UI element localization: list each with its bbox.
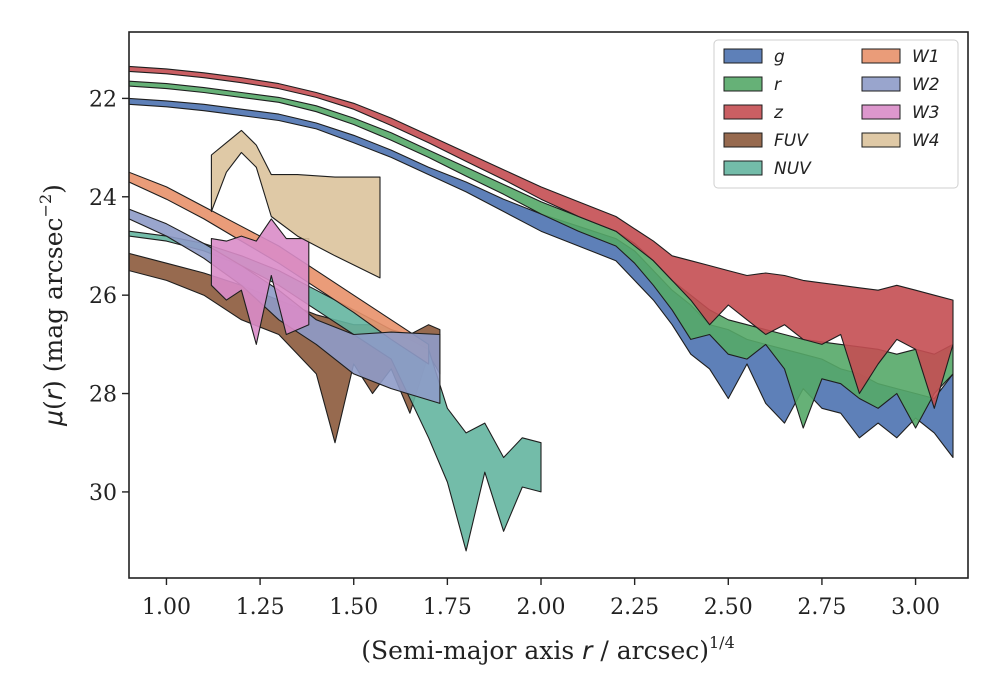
legend-label-nuv: NUV [774,159,812,179]
y-axis-label-open: ( [39,400,68,410]
y-axis-label-mu: μ [39,410,68,427]
y-axis-label-end: ) [39,184,68,194]
legend-swatch-r [723,76,763,92]
y-axis-label-sup: −2 [36,194,55,218]
legend-label-r: r [774,75,782,95]
x-tick-label: 1.25 [236,595,285,620]
legend-label-fuv: FUV [774,131,809,151]
y-tick-label: 24 [89,186,117,211]
y-tick-label: 30 [89,481,117,506]
band-w4 [210,129,381,279]
band-r [129,80,954,429]
x-tick-label: 2.50 [704,595,753,620]
legend-swatch-nuv [723,160,763,176]
band-w3 [210,218,310,345]
legend-label-w2: W2 [912,75,940,95]
legend-label-w4: W4 [912,131,940,151]
x-tick-label: 1.00 [142,595,191,620]
x-axis-label: (Semi-major axis r / arcsec)1/4 [361,633,735,665]
x-tick-label: 3.00 [891,595,940,620]
y-axis-label-close: ) (mag arcsec [39,217,68,390]
x-axis-label-sup: 1/4 [709,633,735,652]
legend-swatch-z [723,104,763,120]
y-tick-label: 26 [89,284,117,309]
x-tick-label: 2.75 [797,595,846,620]
x-tick-label: 2.00 [517,595,566,620]
x-tick-label: 1.75 [423,595,472,620]
band-z [129,65,954,409]
x-axis-label-mid: / arcsec) [592,636,709,665]
band-g [129,97,954,459]
y-axis-label: μ(r) (mag arcsec−2) [36,184,68,427]
axis-ticks: 1.00 1.25 1.50 1.75 2.00 2.25 2.50 2.75 3.00 22 24… [89,87,940,620]
legend-label-g: g [774,47,785,67]
legend-swatch-w4 [861,132,901,148]
y-tick-label: 28 [89,383,117,408]
legend-label-z: z [773,103,784,123]
legend-swatch-g [723,48,763,64]
legend-label-w3: W3 [912,103,940,123]
legend-swatch-fuv [723,132,763,148]
y-axis-label-var: r [39,388,68,400]
plot-frame [128,31,969,579]
x-tick-label: 2.25 [610,595,659,620]
legend: grz FUV NUV W1 W2 W3 W4 [713,39,959,189]
series-bands [129,65,954,552]
x-tick-label: 1.50 [329,595,378,620]
legend-swatch-w1 [861,48,901,64]
legend-swatch-w3 [861,104,901,120]
legend-swatch-w2 [861,76,901,92]
x-axis-label-main: (Semi-major axis [361,636,582,665]
x-axis-label-var: r [582,636,594,665]
y-tick-label: 22 [89,87,117,112]
legend-label-w1: W1 [912,47,940,67]
